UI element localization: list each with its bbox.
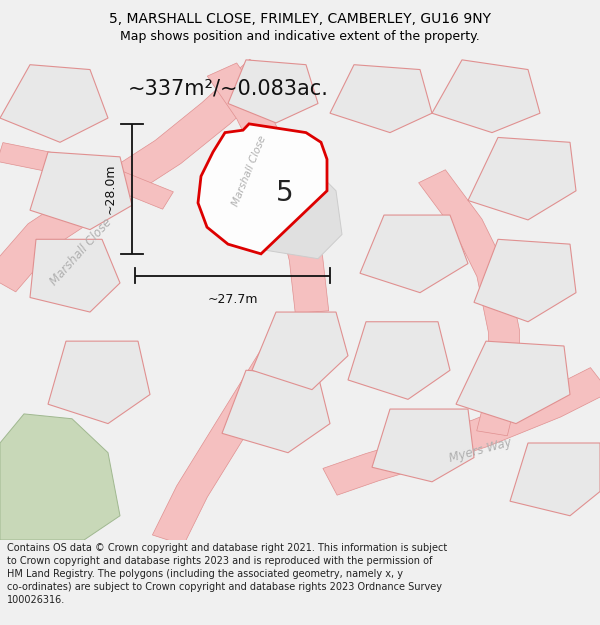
Text: ~337m²/~0.083ac.: ~337m²/~0.083ac.	[128, 79, 328, 99]
Text: Contains OS data © Crown copyright and database right 2021. This information is : Contains OS data © Crown copyright and d…	[7, 542, 448, 606]
Polygon shape	[360, 215, 468, 292]
Polygon shape	[468, 138, 576, 220]
Polygon shape	[0, 59, 278, 292]
Polygon shape	[198, 124, 327, 254]
Polygon shape	[240, 157, 342, 259]
Polygon shape	[432, 60, 540, 132]
Polygon shape	[323, 368, 600, 495]
Text: ~28.0m: ~28.0m	[104, 164, 117, 214]
Text: ~27.7m: ~27.7m	[207, 292, 258, 306]
Polygon shape	[30, 239, 120, 312]
Polygon shape	[372, 409, 474, 482]
Polygon shape	[456, 341, 570, 424]
Polygon shape	[152, 349, 291, 545]
Text: 5: 5	[276, 179, 294, 208]
Polygon shape	[30, 152, 132, 229]
Text: Map shows position and indicative extent of the property.: Map shows position and indicative extent…	[120, 30, 480, 43]
Polygon shape	[222, 370, 330, 452]
Text: Marshall Close: Marshall Close	[47, 215, 115, 288]
Polygon shape	[228, 60, 318, 123]
Polygon shape	[0, 65, 108, 142]
Polygon shape	[252, 312, 348, 389]
Polygon shape	[208, 63, 329, 313]
Polygon shape	[474, 239, 576, 322]
Polygon shape	[0, 414, 120, 540]
Polygon shape	[48, 341, 150, 424]
Polygon shape	[0, 142, 173, 209]
Text: Marshall Close: Marshall Close	[230, 134, 268, 208]
Text: 5, MARSHALL CLOSE, FRIMLEY, CAMBERLEY, GU16 9NY: 5, MARSHALL CLOSE, FRIMLEY, CAMBERLEY, G…	[109, 12, 491, 26]
Text: Myers Way: Myers Way	[447, 436, 513, 465]
Polygon shape	[348, 322, 450, 399]
Polygon shape	[330, 65, 432, 132]
Polygon shape	[419, 170, 520, 436]
Polygon shape	[510, 443, 600, 516]
